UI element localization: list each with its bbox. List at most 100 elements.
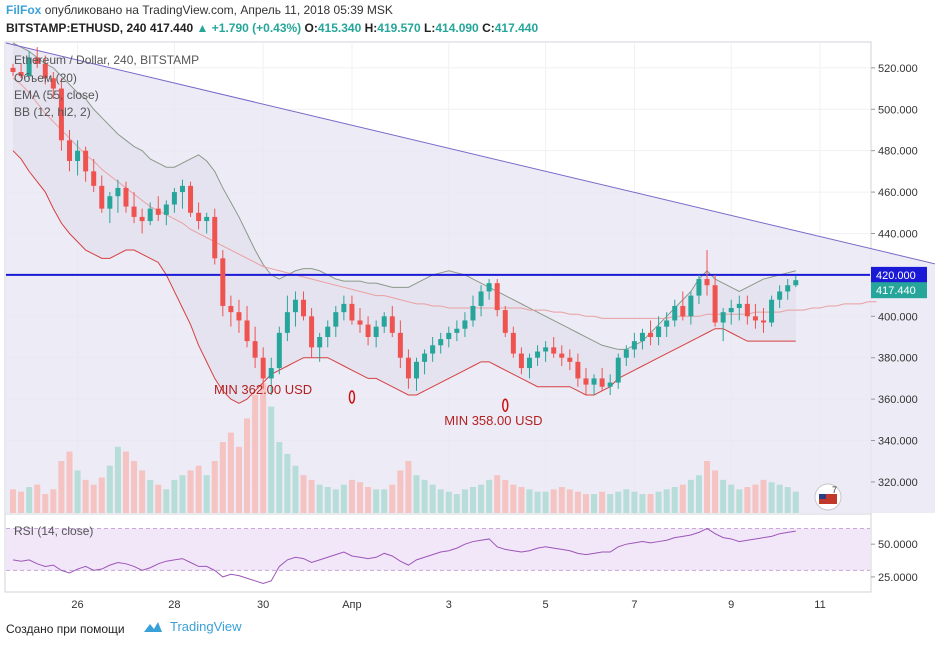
volume-bar: [695, 475, 702, 513]
volume-bar: [348, 479, 355, 513]
candle: [357, 308, 363, 333]
candle-body: [365, 324, 371, 338]
volume-bar: [752, 484, 759, 513]
flag-badge[interactable]: 7: [814, 483, 842, 511]
last-price: 417.440: [149, 21, 194, 35]
y-tick-label: 500.000: [878, 104, 918, 116]
candle-body: [777, 291, 783, 300]
candle-body: [276, 332, 282, 369]
candle-body: [50, 78, 56, 89]
trend-line[interactable]: [5, 42, 935, 275]
tradingview-logo[interactable]: TradingView: [140, 618, 242, 634]
candle-body: [99, 185, 105, 209]
volume-bar: [163, 489, 170, 513]
volume-bar: [768, 482, 775, 513]
x-tick-label: Апр: [342, 599, 361, 611]
candle: [535, 345, 541, 366]
volume-bar: [607, 494, 614, 513]
open-label: O:: [304, 21, 318, 35]
volume-bars: [10, 383, 799, 513]
volume-bar: [655, 491, 662, 513]
candle-body: [559, 353, 565, 358]
candle: [42, 55, 48, 85]
candle: [712, 274, 718, 327]
volume-bar: [195, 465, 202, 513]
candle-body: [405, 357, 411, 379]
candle: [704, 250, 710, 296]
candle: [430, 337, 436, 362]
volume-bar: [340, 484, 347, 513]
candle: [639, 328, 645, 350]
candle: [470, 295, 476, 327]
volume-bar: [276, 442, 283, 513]
legend-bb: BB (12, hl2, 2): [14, 105, 91, 119]
close-value: 417.440: [494, 21, 539, 35]
candle: [212, 208, 218, 265]
candle-body: [341, 303, 347, 313]
candle: [777, 285, 783, 309]
candle-body: [188, 185, 194, 213]
candle-body: [761, 320, 767, 323]
candle: [333, 305, 339, 338]
candle: [381, 312, 387, 333]
volume-bar: [469, 487, 476, 513]
last-price-tag: [871, 282, 927, 299]
volume-bar: [663, 489, 670, 513]
volume-bar: [66, 451, 73, 513]
candle: [292, 291, 298, 327]
candle: [680, 291, 686, 321]
candle-body: [736, 303, 742, 309]
candle: [510, 326, 516, 358]
volume-bar: [558, 487, 565, 513]
candle-body: [752, 316, 758, 321]
candle-body: [438, 339, 444, 346]
candle: [785, 279, 791, 300]
high-value: 419.570: [377, 21, 421, 35]
volume-bar: [639, 494, 646, 513]
candle-body: [430, 345, 436, 354]
volume-bar: [332, 489, 339, 513]
y-tick-label: 360.000: [878, 394, 918, 406]
candle-body: [793, 280, 799, 286]
x-tick-label: 3: [446, 599, 452, 611]
candle-body: [422, 353, 428, 362]
time-axis[interactable]: 26 28 30 Апр 3 5 7 9 11: [5, 591, 871, 611]
volume-bar: [42, 494, 49, 513]
y-tick-label: 400.000: [878, 311, 918, 323]
volume-bar: [599, 491, 606, 513]
candle: [163, 200, 169, 226]
candle-body: [389, 316, 395, 333]
volume-bar: [122, 451, 129, 513]
min-marker-icon: [348, 390, 356, 404]
candle: [244, 305, 250, 348]
candle-body: [268, 368, 274, 379]
candle-body: [567, 357, 573, 362]
y-tick-label: 460.000: [878, 187, 918, 199]
volume-bar: [235, 446, 242, 513]
candle-body: [599, 378, 605, 387]
y-tick-label: 380.000: [878, 353, 918, 365]
candle-body: [26, 57, 32, 77]
x-tick-label: 5: [543, 599, 549, 611]
candle-body: [196, 212, 202, 222]
author-brand[interactable]: FilFox: [6, 3, 42, 17]
candle: [260, 347, 266, 389]
price-axis[interactable]: 520.000 500.000 480.000 460.000 440.000 420.0…: [871, 63, 927, 489]
volume-bar: [526, 489, 533, 513]
candle-body: [510, 332, 516, 354]
volume-bar: [445, 491, 452, 513]
candle-body: [34, 57, 40, 64]
candle: [761, 308, 767, 333]
candle: [139, 208, 145, 234]
legend-volume: Объем (20): [14, 71, 77, 85]
candle-body: [131, 206, 137, 217]
candle-body: [583, 378, 589, 385]
volume-bar: [784, 487, 791, 513]
volume-bar: [550, 489, 557, 513]
x-tick-label: 28: [168, 599, 180, 611]
candle: [66, 129, 72, 172]
candle-body: [18, 71, 24, 77]
candle-body: [551, 347, 557, 354]
candle: [462, 312, 468, 338]
